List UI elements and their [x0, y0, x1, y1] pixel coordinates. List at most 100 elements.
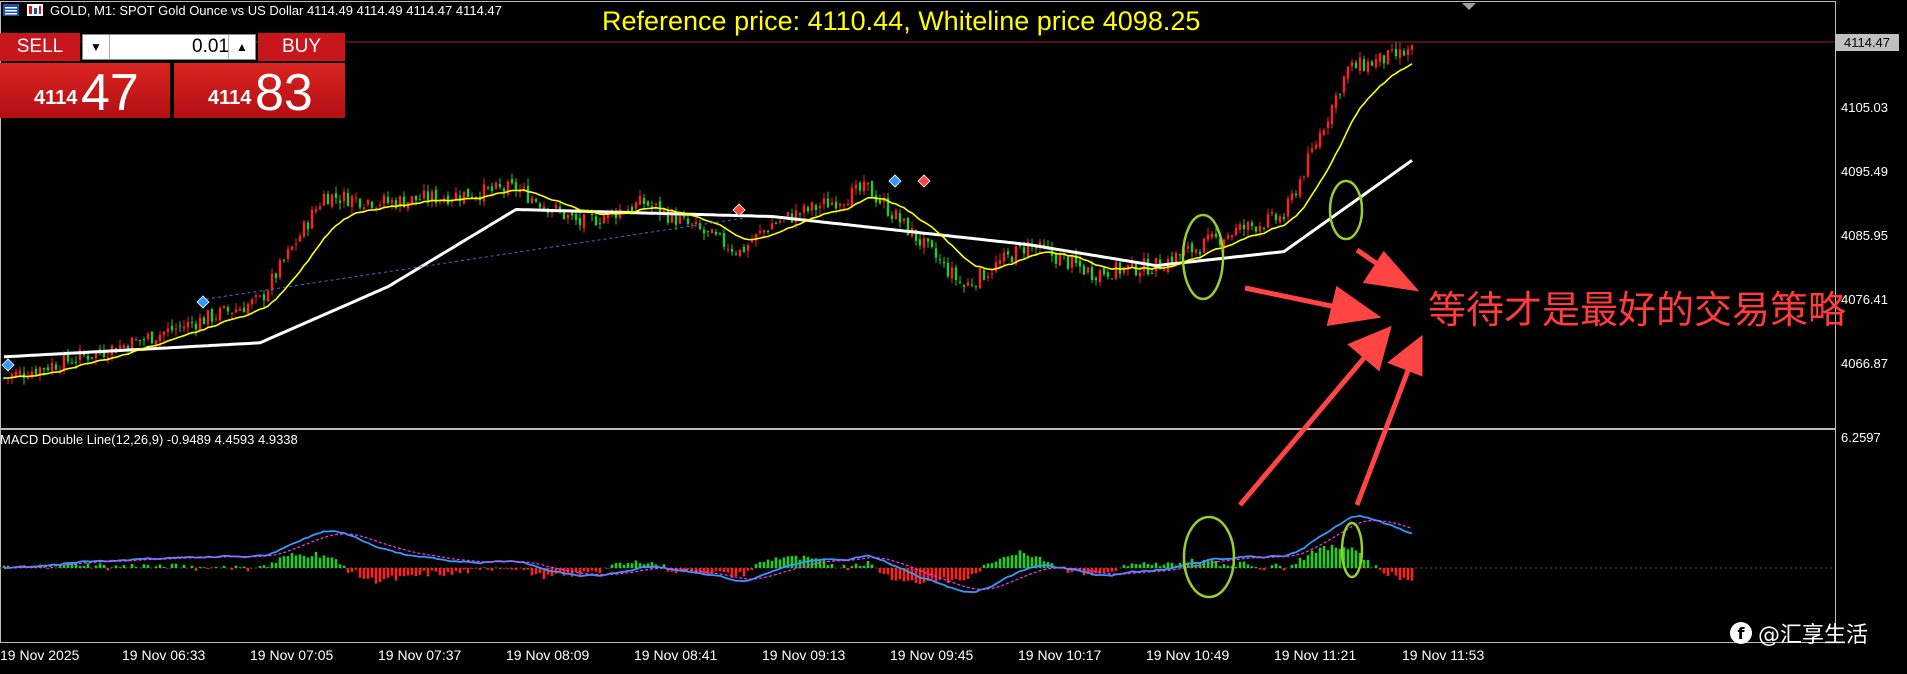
candle-body — [674, 211, 678, 225]
latest-bar-marker — [1462, 3, 1476, 10]
candle-body — [94, 351, 98, 359]
candle-body — [1146, 258, 1150, 275]
watermark-text: @汇享生活 — [1758, 623, 1869, 648]
trade-panel-icon[interactable] — [26, 3, 44, 17]
candle-body — [734, 253, 738, 255]
histogram-bar — [1334, 547, 1338, 568]
buy-button[interactable]: BUY — [258, 33, 345, 61]
histogram-bar — [1366, 559, 1370, 568]
histogram-bar — [1314, 552, 1318, 568]
histogram-bar — [858, 566, 862, 568]
histogram-bar — [810, 558, 814, 568]
sell-button[interactable]: SELL — [0, 33, 80, 61]
candle-body — [1110, 278, 1114, 280]
histogram-bar — [1130, 563, 1134, 568]
candle-body — [1346, 66, 1350, 79]
candle-body — [1186, 245, 1190, 249]
candle-body — [1410, 45, 1414, 50]
candle-body — [342, 191, 346, 202]
histogram-bar — [454, 568, 458, 571]
ema-slow-line — [3, 159, 1413, 359]
histogram-bar — [1226, 565, 1230, 568]
histogram-bar — [522, 568, 526, 571]
candle-body — [254, 295, 258, 297]
candle-body — [1234, 227, 1238, 236]
buy-price-box[interactable]: 4114 83 — [174, 63, 345, 122]
candle-body — [690, 223, 694, 225]
histogram-bar — [750, 568, 754, 571]
candle-body — [878, 200, 882, 204]
candle-body — [1282, 216, 1286, 220]
histogram-bar — [958, 568, 962, 581]
histogram-bar — [374, 568, 378, 584]
candle-body — [982, 269, 986, 280]
candle-body — [654, 203, 658, 206]
candle-body — [78, 349, 82, 361]
histogram-bar — [1066, 568, 1070, 574]
candle-body — [198, 317, 202, 332]
candle-body — [554, 204, 558, 209]
histogram-bar — [970, 568, 974, 574]
candle-body — [1094, 278, 1098, 281]
histogram-bar — [342, 565, 346, 568]
histogram-bar — [1022, 552, 1026, 568]
histogram-bar — [722, 568, 726, 572]
candle-body — [90, 357, 94, 359]
candle-body — [66, 351, 70, 362]
histogram-bar — [758, 561, 762, 568]
candle-body — [866, 182, 870, 185]
histogram-bar — [814, 558, 818, 568]
lot-input[interactable] — [111, 35, 229, 59]
candle-body — [1082, 265, 1086, 275]
menu-icon[interactable] — [2, 3, 20, 17]
candle-body — [106, 357, 110, 359]
candle-body — [694, 221, 698, 225]
histogram-bar — [794, 555, 798, 568]
candle-body — [1010, 256, 1014, 263]
histogram-bar — [558, 568, 562, 572]
histogram-bar — [774, 557, 778, 568]
candle-body — [274, 273, 278, 279]
candle-body — [1338, 94, 1342, 96]
candle-body — [698, 223, 702, 230]
histogram-bar — [462, 568, 466, 570]
histogram-bar — [642, 564, 646, 568]
candle-body — [582, 214, 586, 229]
histogram-bar — [1302, 560, 1306, 568]
candle-body — [1210, 233, 1214, 238]
histogram-bar — [622, 564, 626, 568]
chevron-down-icon[interactable]: ▼ — [83, 35, 110, 59]
candle-body — [682, 216, 686, 218]
candle-body — [946, 262, 950, 277]
candle-body — [426, 191, 430, 202]
histogram-bar — [1362, 560, 1366, 568]
chevron-up-icon[interactable]: ▲ — [228, 35, 255, 59]
histogram-bar — [214, 566, 218, 568]
histogram-bar — [354, 568, 358, 570]
histogram-bar — [830, 563, 834, 568]
candle-body — [282, 259, 286, 261]
histogram-bar — [1142, 562, 1146, 568]
histogram-bar — [1166, 562, 1170, 568]
lot-size-field[interactable]: ▼ ▲ — [82, 34, 256, 60]
histogram-bar — [246, 568, 250, 572]
sell-price-box[interactable]: 4114 47 — [0, 63, 170, 122]
candle-body — [118, 345, 122, 351]
candle-body — [774, 223, 778, 225]
histogram-bar — [850, 566, 854, 568]
candle-body — [958, 282, 962, 284]
candle-body — [1022, 247, 1026, 254]
candle-body — [1150, 272, 1154, 274]
candle-body — [886, 198, 890, 216]
candle-body — [386, 196, 390, 204]
candle-body — [1402, 51, 1406, 56]
candle-body — [754, 233, 758, 241]
histogram-bar — [1030, 557, 1034, 568]
candle-body — [998, 260, 1002, 264]
histogram-bar — [718, 568, 722, 572]
candle-body — [374, 207, 378, 209]
candle-body — [670, 210, 674, 223]
histogram-bar — [942, 568, 946, 578]
candle-body — [310, 209, 314, 229]
